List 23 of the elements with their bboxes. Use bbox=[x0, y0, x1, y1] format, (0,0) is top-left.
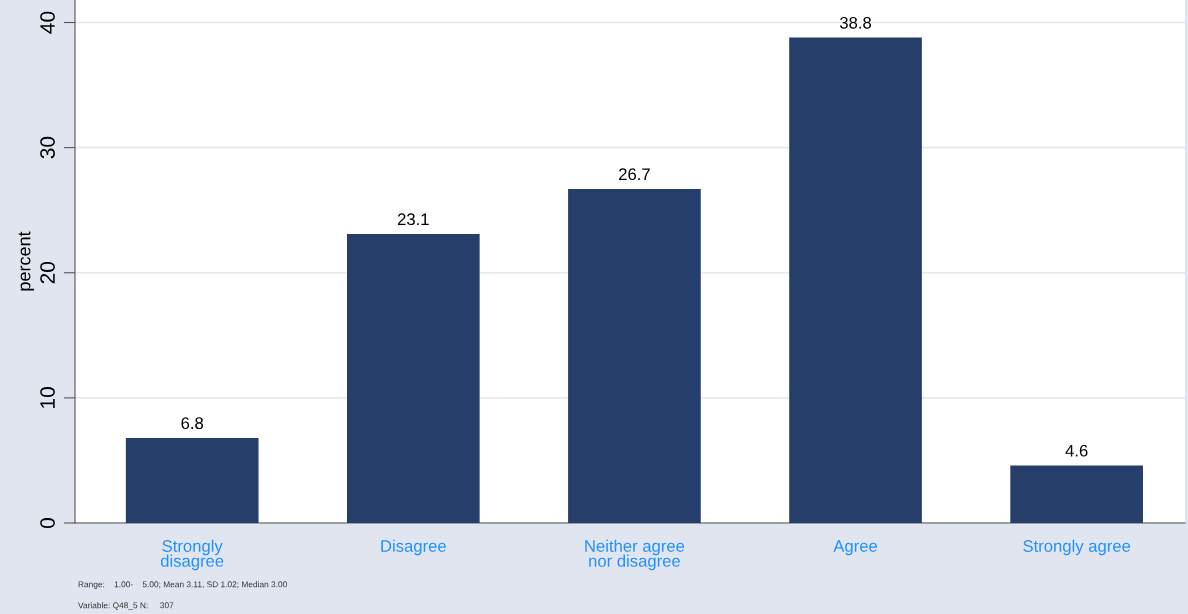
data-label: 4.6 bbox=[1065, 444, 1088, 457]
data-label: 23.1 bbox=[397, 213, 429, 226]
y-axis-title: percent bbox=[18, 231, 35, 291]
x-tick-label: Strongly disagree bbox=[160, 539, 224, 571]
x-tick-label: Strongly agree bbox=[1023, 539, 1131, 556]
text: Variable: Q48_5 N: 307 bbox=[78, 602, 174, 610]
y-tick-label: 10 bbox=[40, 387, 55, 408]
y-tick-label: 30 bbox=[40, 136, 55, 159]
data-label: 6.8 bbox=[181, 417, 204, 430]
x-tick-label: Agree bbox=[833, 540, 878, 556]
bar bbox=[346, 233, 480, 523]
x-tick-label: Disagree bbox=[381, 539, 446, 556]
y-tick-label: 20 bbox=[40, 261, 55, 284]
y-tick-label: 40 bbox=[40, 11, 55, 34]
data-label: 26.7 bbox=[619, 168, 650, 181]
text: Range: 1.00- 5.00; Mean 3.11, SD 1.02; Median 3.00 bbox=[78, 581, 287, 589]
data-label: 38.8 bbox=[839, 16, 872, 29]
bar bbox=[125, 437, 259, 523]
bar bbox=[568, 188, 701, 523]
bar bbox=[1010, 465, 1143, 523]
x-tick-label: Neither agree nor disagree bbox=[585, 539, 685, 571]
bar bbox=[789, 37, 922, 523]
y-tick-label: 0 bbox=[40, 518, 55, 528]
